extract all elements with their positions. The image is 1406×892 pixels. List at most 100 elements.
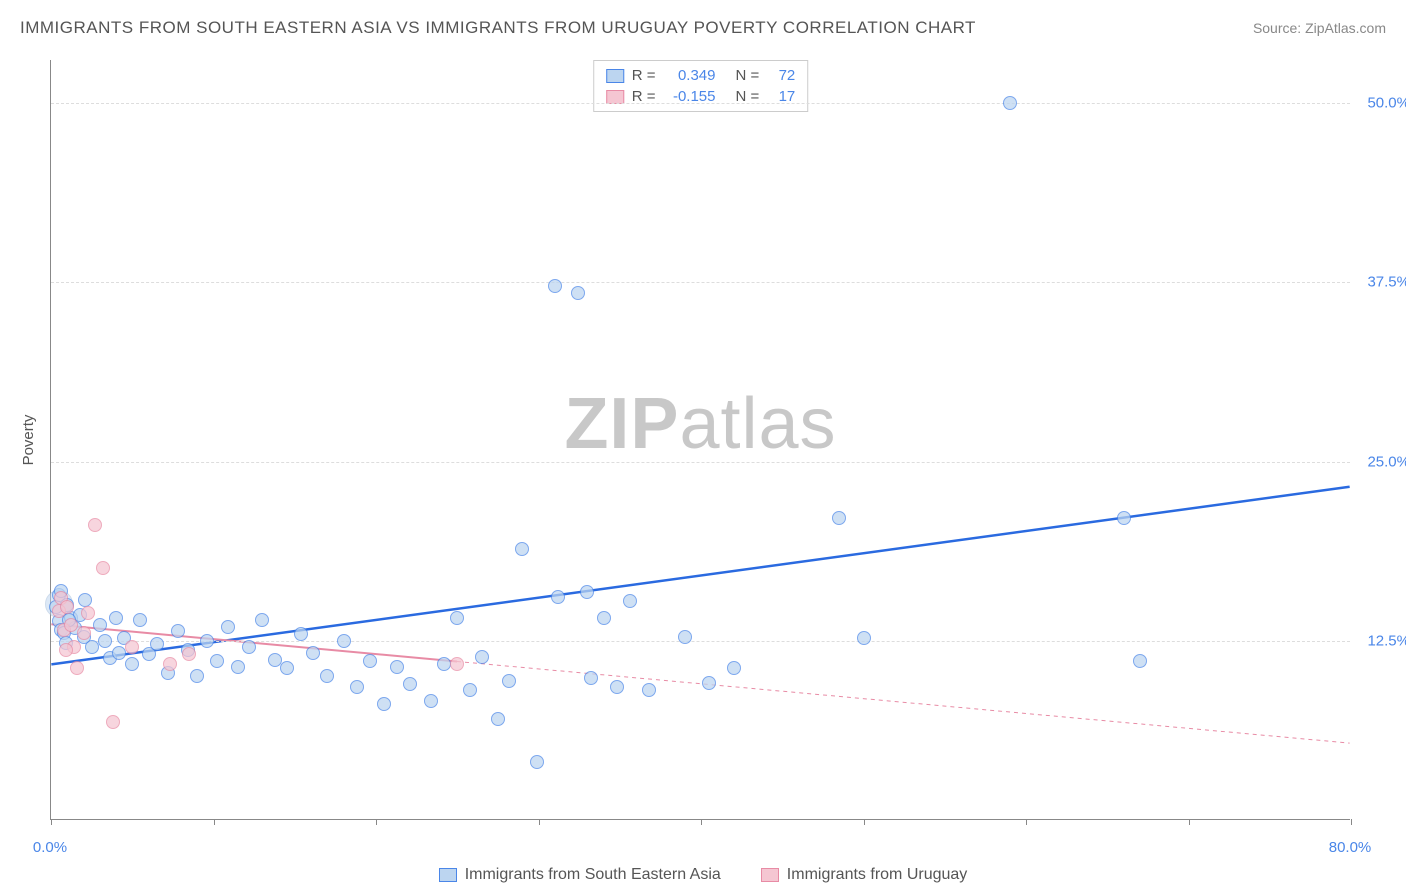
legend-stats-box: R =0.349N =72R =-0.155N =17 <box>593 60 809 112</box>
x-tick <box>1026 819 1027 825</box>
data-point <box>242 640 256 654</box>
data-point <box>515 542 529 556</box>
data-point <box>93 618 107 632</box>
x-tick <box>376 819 377 825</box>
legend-bottom: Immigrants from South Eastern Asia Immigr… <box>0 866 1406 884</box>
x-tick <box>1189 819 1190 825</box>
data-point <box>350 680 364 694</box>
chart-title: IMMIGRANTS FROM SOUTH EASTERN ASIA VS IM… <box>20 18 976 38</box>
data-point <box>109 611 123 625</box>
data-point <box>200 634 214 648</box>
r-label: R = <box>632 67 656 84</box>
data-point <box>231 660 245 674</box>
data-point <box>294 627 308 641</box>
data-point <box>106 715 120 729</box>
data-point <box>390 660 404 674</box>
data-point <box>450 611 464 625</box>
data-point <box>190 669 204 683</box>
legend-swatch <box>606 90 624 104</box>
legend-swatch <box>761 868 779 882</box>
gridline <box>51 103 1350 104</box>
data-point <box>403 677 417 691</box>
legend-label: Immigrants from Uruguay <box>787 866 968 884</box>
x-tick <box>51 819 52 825</box>
data-point <box>475 650 489 664</box>
y-tick-label: 50.0% <box>1355 95 1406 112</box>
y-tick-label: 12.5% <box>1355 632 1406 649</box>
r-value: 0.349 <box>664 67 716 84</box>
data-point <box>584 671 598 685</box>
data-point <box>81 606 95 620</box>
data-point <box>112 646 126 660</box>
data-point <box>450 657 464 671</box>
data-point <box>77 626 91 640</box>
data-point <box>221 620 235 634</box>
data-point <box>437 657 451 671</box>
x-tick-label: 80.0% <box>1329 839 1372 856</box>
legend-stat-row: R = 0.349 N = 72 <box>606 65 796 86</box>
data-point <box>280 661 294 675</box>
data-point <box>59 643 73 657</box>
y-tick-label: 25.0% <box>1355 453 1406 470</box>
data-point <box>320 669 334 683</box>
y-tick-label: 37.5% <box>1355 274 1406 291</box>
data-point <box>678 630 692 644</box>
data-point <box>424 694 438 708</box>
data-point <box>548 279 562 293</box>
data-point <box>125 640 139 654</box>
data-point <box>88 518 102 532</box>
n-label: N = <box>736 67 760 84</box>
trend-line <box>51 487 1349 665</box>
x-tick <box>701 819 702 825</box>
data-point <box>491 712 505 726</box>
source-attribution: Source: ZipAtlas.com <box>1253 20 1386 36</box>
chart-header: IMMIGRANTS FROM SOUTH EASTERN ASIA VS IM… <box>20 18 1386 38</box>
data-point <box>1117 511 1131 525</box>
data-point <box>1003 96 1017 110</box>
data-point <box>255 613 269 627</box>
data-point <box>551 590 565 604</box>
data-point <box>78 593 92 607</box>
data-point <box>642 683 656 697</box>
data-point <box>610 680 624 694</box>
data-point <box>580 585 594 599</box>
data-point <box>530 755 544 769</box>
data-point <box>832 511 846 525</box>
data-point <box>623 594 637 608</box>
watermark: ZIPatlas <box>564 383 836 465</box>
watermark-atlas: atlas <box>679 384 836 464</box>
data-point <box>377 697 391 711</box>
data-point <box>182 647 196 661</box>
data-point <box>857 631 871 645</box>
plot-area: ZIPatlas R =0.349N =72R =-0.155N =17 12.… <box>50 60 1350 820</box>
data-point <box>150 637 164 651</box>
data-point <box>571 286 585 300</box>
watermark-zip: ZIP <box>564 384 679 464</box>
data-point <box>98 634 112 648</box>
data-point <box>1133 654 1147 668</box>
data-point <box>597 611 611 625</box>
data-point <box>702 676 716 690</box>
x-tick <box>214 819 215 825</box>
data-point <box>70 661 84 675</box>
data-point <box>125 657 139 671</box>
data-point <box>337 634 351 648</box>
data-point <box>727 661 741 675</box>
data-point <box>502 674 516 688</box>
data-point <box>363 654 377 668</box>
data-point <box>60 600 74 614</box>
data-point <box>210 654 224 668</box>
data-point <box>463 683 477 697</box>
legend-label: Immigrants from South Eastern Asia <box>465 866 721 884</box>
x-tick <box>1351 819 1352 825</box>
n-value: 72 <box>767 67 795 84</box>
gridline <box>51 462 1350 463</box>
data-point <box>96 561 110 575</box>
data-point <box>64 618 78 632</box>
gridline <box>51 282 1350 283</box>
legend-swatch <box>439 868 457 882</box>
legend-swatch <box>606 69 624 83</box>
x-tick <box>864 819 865 825</box>
data-point <box>133 613 147 627</box>
legend-item: Immigrants from Uruguay <box>761 866 968 884</box>
